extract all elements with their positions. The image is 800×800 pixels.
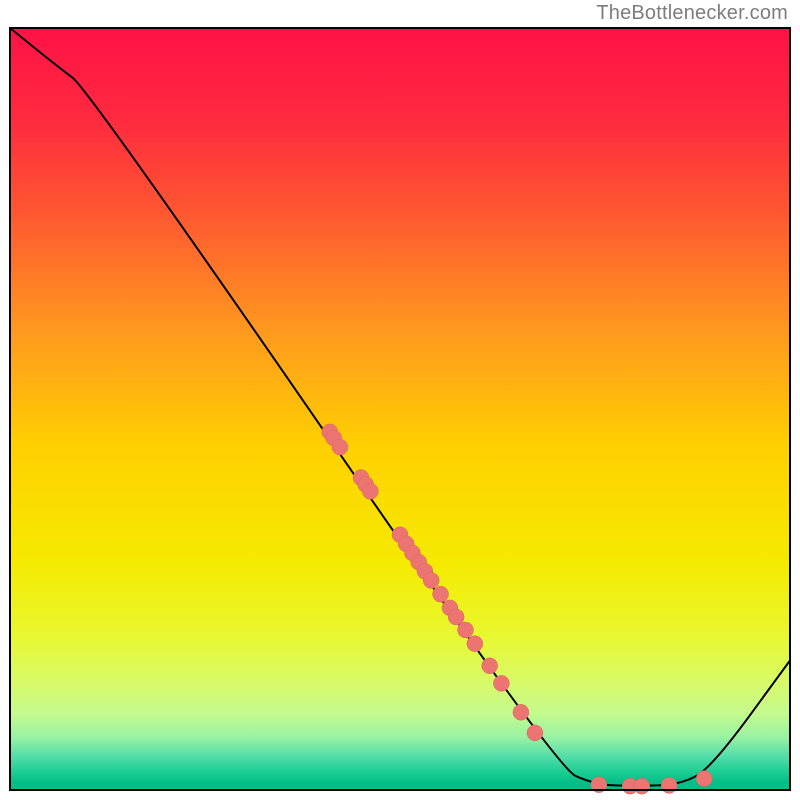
gradient-background [10,28,790,790]
scatter-point [433,586,449,602]
scatter-point [467,636,483,652]
chart-container: TheBottlenecker.com [0,0,800,800]
scatter-point [332,439,348,455]
scatter-point [362,483,378,499]
scatter-point [482,658,498,674]
scatter-point [634,778,650,794]
scatter-point [696,771,712,787]
scatter-point [458,622,474,638]
scatter-point [527,725,543,741]
scatter-point [661,777,677,793]
watermark-text: TheBottlenecker.com [596,2,788,25]
scatter-point [448,609,464,625]
scatter-point [423,572,439,588]
curve-chart [0,0,800,800]
scatter-point [493,675,509,691]
scatter-point [513,704,529,720]
